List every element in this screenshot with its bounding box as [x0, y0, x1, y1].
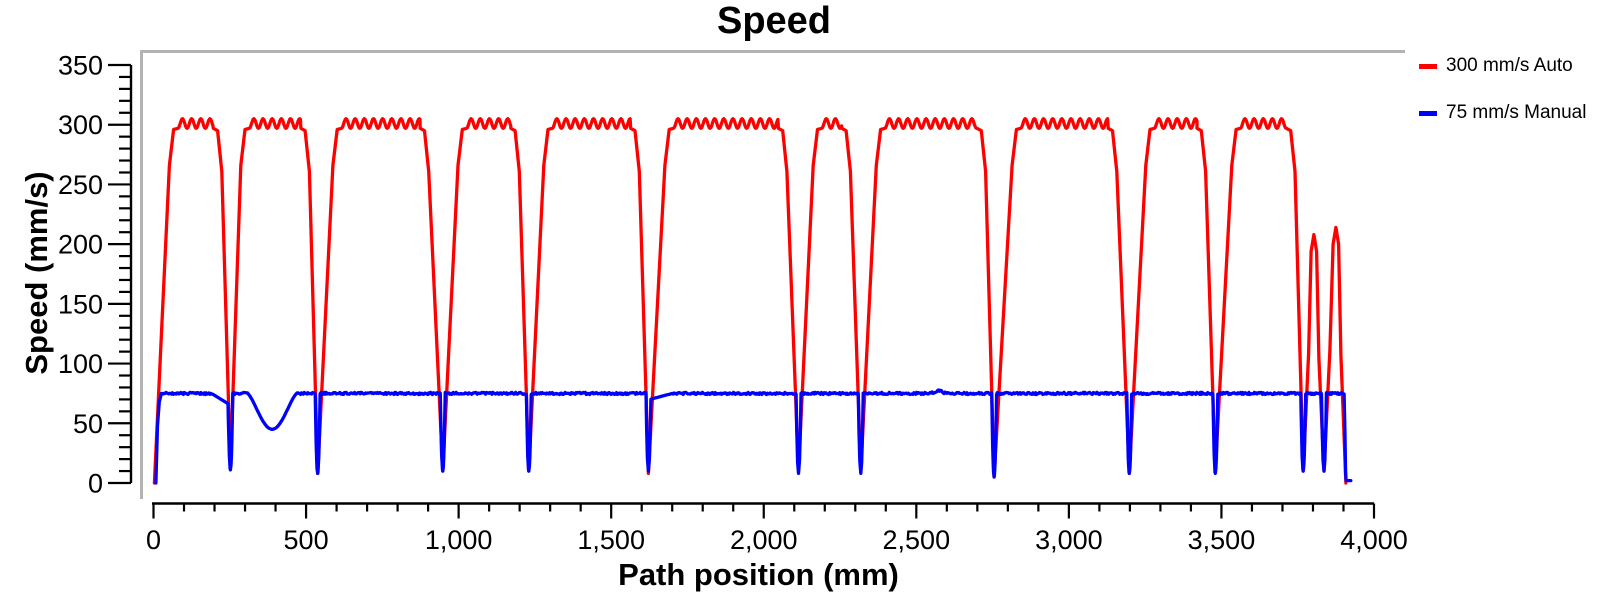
y-tick-label: 0	[88, 469, 103, 499]
legend: 300 mm/s Auto 75 mm/s Manual	[1419, 53, 1586, 147]
y-tick-labels: 0 50 100 150 200 250 300 350	[58, 51, 103, 499]
x-tick-label: 3,000	[1035, 525, 1103, 555]
legend-line-swatch-blue	[1419, 110, 1437, 116]
x-axis-title: Path position (mm)	[618, 557, 899, 592]
y-tick-label: 350	[58, 51, 103, 81]
y-tick-label: 100	[58, 349, 103, 379]
legend-label: 75 mm/s Manual	[1446, 102, 1587, 123]
legend-item-manual: 75 mm/s Manual	[1419, 100, 1586, 126]
y-tick-label: 50	[73, 409, 103, 439]
y-tick-label: 150	[58, 289, 103, 319]
x-tick-labels: 0 500 1,000 1,500 2,000 2,500 3,000 3,500 4,000	[146, 525, 1408, 555]
x-tick-label: 2,500	[883, 525, 951, 555]
x-tick-label: 1,000	[425, 525, 493, 555]
x-tick-label: 2,000	[730, 525, 798, 555]
chart-title: Speed	[716, 0, 832, 42]
plot-frame	[140, 50, 1405, 499]
x-tick-label: 1,500	[577, 525, 645, 555]
y-axis	[108, 63, 133, 485]
x-tick-label: 4,000	[1340, 525, 1408, 555]
y-tick-label: 300	[58, 110, 103, 140]
x-tick-label: 3,500	[1188, 525, 1256, 555]
y-tick-label: 250	[58, 170, 103, 200]
legend-line-swatch-red	[1419, 63, 1437, 69]
y-axis-title: Speed (mm/s)	[19, 171, 54, 375]
x-tick-label: 0	[146, 525, 161, 555]
series-75-manual	[154, 388, 1353, 485]
y-tick-label: 200	[58, 230, 103, 260]
series-300-auto	[152, 117, 1348, 485]
x-axis	[152, 502, 1376, 519]
legend-item-auto: 300 mm/s Auto	[1419, 53, 1586, 79]
legend-label: 300 mm/s Auto	[1446, 55, 1573, 76]
x-tick-label: 500	[284, 525, 329, 555]
